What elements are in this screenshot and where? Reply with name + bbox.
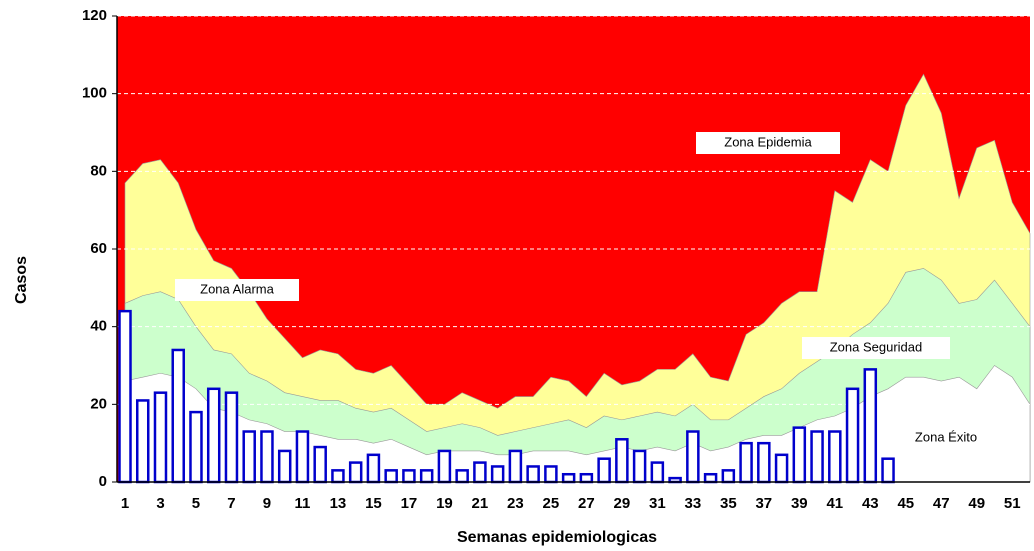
bar (260, 430, 274, 484)
bar (473, 461, 487, 484)
x-tick-label: 35 (720, 495, 737, 512)
x-tick-label: 21 (472, 495, 489, 512)
annotation: Zona Seguridad (830, 339, 923, 354)
bar (561, 472, 576, 484)
x-tick-label: 7 (227, 495, 235, 512)
bar (721, 469, 736, 484)
x-tick-label: 33 (684, 495, 701, 512)
bar (224, 391, 239, 484)
x-tick-label: 41 (826, 495, 843, 512)
bar (135, 399, 150, 484)
bar (632, 449, 647, 484)
bar (544, 465, 558, 484)
y-tick-label: 100 (82, 85, 107, 102)
y-axis-title: Casos (13, 256, 30, 304)
bar (402, 469, 416, 484)
bar (845, 387, 860, 484)
x-tick-label: 15 (365, 495, 382, 512)
annotation: Zona Éxito (915, 429, 977, 444)
x-tick-label: 3 (156, 495, 164, 512)
bar (828, 430, 842, 484)
x-tick-label: 45 (897, 495, 914, 512)
bar (153, 391, 168, 484)
y-tick-label: 60 (90, 240, 107, 257)
bar (118, 309, 132, 484)
bar (189, 410, 203, 484)
bar (597, 457, 611, 484)
x-tick-label: 13 (330, 495, 347, 512)
x-tick-label: 37 (755, 495, 772, 512)
x-tick-label: 51 (1004, 495, 1021, 512)
bar (508, 449, 523, 484)
x-tick-label: 39 (791, 495, 808, 512)
bar (455, 469, 469, 484)
y-tick-label: 120 (82, 7, 107, 24)
x-tick-label: 1 (121, 495, 129, 512)
bar (490, 465, 505, 484)
bar (348, 461, 363, 484)
bar (206, 387, 221, 484)
bar (331, 469, 345, 484)
x-tick-label: 29 (614, 495, 631, 512)
x-tick-label: 27 (578, 495, 595, 512)
x-tick-label: 17 (401, 495, 418, 512)
y-tick-label: 80 (90, 162, 107, 179)
x-tick-label: 9 (263, 495, 271, 512)
x-tick-label: 25 (543, 495, 560, 512)
bar (579, 472, 594, 484)
bar (650, 461, 665, 484)
x-tick-label: 11 (295, 495, 311, 512)
bar (686, 430, 700, 484)
bar (419, 469, 434, 484)
x-axis-title: Semanas epidemiologicas (457, 529, 657, 546)
annotation-box (696, 132, 840, 154)
bar (171, 348, 185, 484)
bar (384, 469, 398, 484)
bar (810, 430, 824, 484)
x-tick-label: 43 (862, 495, 879, 512)
x-tick-label: 5 (192, 495, 200, 512)
annotation-box (175, 279, 299, 301)
bar (615, 438, 629, 484)
x-tick-label: 47 (933, 495, 950, 512)
bar (277, 449, 292, 484)
x-tick-label: 49 (968, 495, 985, 512)
annotation: Zona Epidemia (724, 134, 812, 149)
y-tick-label: 0 (99, 473, 107, 490)
y-tick-label: 40 (90, 318, 107, 335)
y-tick-label: 20 (90, 395, 107, 412)
bar (313, 445, 327, 484)
bar (295, 430, 310, 484)
bar (757, 441, 771, 484)
bar (437, 449, 452, 484)
annotation: Zona Alarma (200, 281, 274, 296)
bar (881, 457, 895, 484)
bar (526, 465, 540, 484)
annotation-box (802, 337, 950, 359)
x-tick-label: 31 (649, 495, 666, 512)
x-tick-label: 19 (436, 495, 453, 512)
bar (366, 453, 381, 484)
bar (739, 441, 753, 484)
bar (703, 472, 718, 484)
bar (863, 368, 878, 484)
bar (774, 453, 789, 484)
x-tick-label: 23 (507, 495, 524, 512)
bar (792, 426, 807, 484)
bar (242, 430, 256, 484)
